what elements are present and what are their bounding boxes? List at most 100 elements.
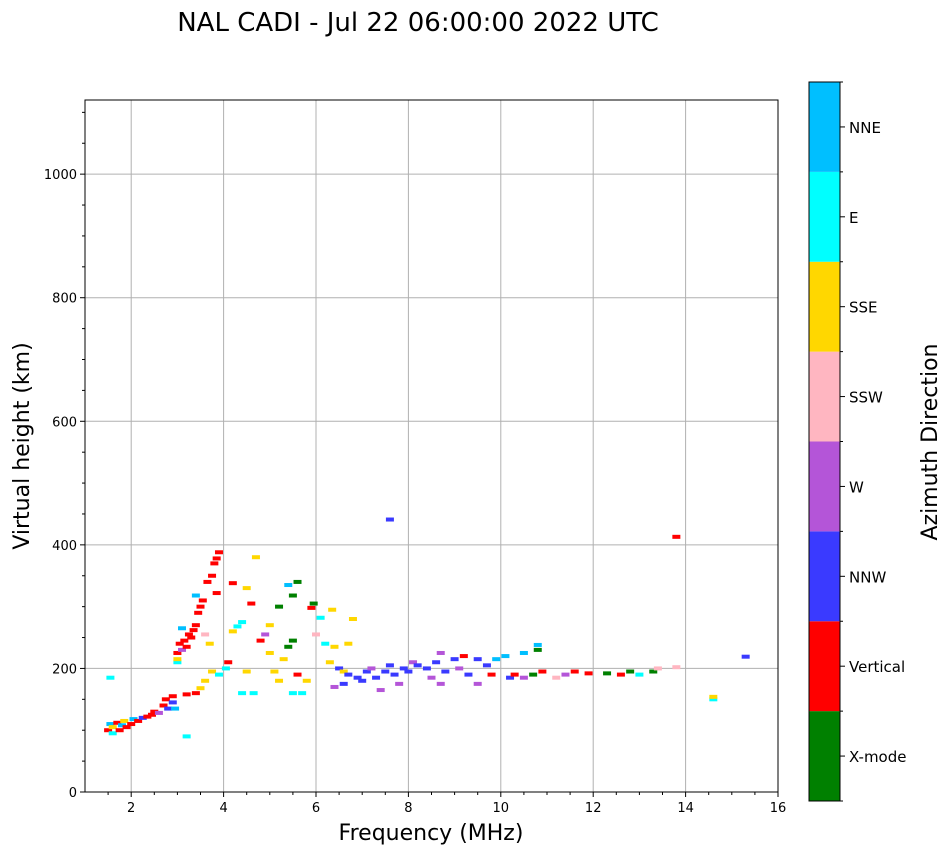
echo-point-vertical	[115, 728, 124, 733]
echo-point-nnw	[482, 663, 491, 668]
echo-point-e	[709, 697, 718, 702]
echo-point-vertical	[189, 628, 198, 633]
colorbar-label: Azimuth Direction	[918, 343, 943, 540]
echo-point-vertical	[584, 671, 593, 676]
echo-point-e	[221, 666, 230, 671]
echo-point-e	[238, 691, 247, 696]
colorbar-segment-w	[809, 441, 840, 532]
x-tick-label: 14	[677, 801, 694, 816]
echo-point-vertical	[184, 632, 193, 637]
echo-point-vertical	[307, 605, 316, 610]
echo-point-sse	[242, 669, 251, 674]
echo-point-nnw	[353, 675, 362, 680]
y-tick-label: 400	[52, 539, 77, 554]
echo-point-nnw	[335, 666, 344, 671]
echo-point-sse	[339, 669, 348, 674]
echo-point-e	[249, 691, 258, 696]
echo-point-vertical	[208, 573, 217, 578]
echo-point-nnw	[358, 678, 367, 683]
echo-point-sse	[201, 678, 210, 683]
x-axis-ticks: 2 4 6 8 10 12 14 16	[107, 792, 786, 816]
echo-point-x-mode	[275, 604, 284, 609]
echo-point-vertical	[182, 644, 191, 649]
echo-point-vertical	[187, 635, 196, 640]
colorbar: X-mode Vertical NNW W SSW SSE E NNE	[809, 81, 906, 802]
echo-point-x-mode	[533, 647, 542, 652]
echo-point-sse	[709, 694, 718, 699]
colorbar-segment-x-mode	[809, 711, 840, 801]
echo-point-x-mode	[309, 601, 318, 606]
echo-point-nne	[106, 722, 115, 727]
echo-point-sse	[251, 555, 260, 560]
echo-point-w	[367, 666, 376, 671]
echo-point-sse	[208, 669, 217, 674]
colorbar-tick-label: X-mode	[849, 748, 906, 766]
echo-point-nnw	[432, 660, 441, 665]
echo-point-vertical	[147, 712, 156, 717]
echo-point-vertical	[127, 722, 136, 727]
echo-point-vertical	[212, 591, 221, 596]
echo-point-x-mode	[288, 593, 297, 598]
data-points	[104, 517, 750, 739]
echo-point-w	[261, 632, 270, 637]
echo-point-w	[376, 688, 385, 693]
colorbar-segment-e	[809, 171, 840, 262]
echo-point-nnw	[413, 663, 422, 668]
echo-point-vertical	[194, 610, 203, 615]
echo-point-vertical	[113, 720, 122, 725]
echo-point-nne	[171, 706, 180, 711]
echo-point-x-mode	[284, 644, 293, 649]
echo-point-sse	[108, 725, 117, 730]
y-tick-label: 800	[52, 292, 77, 307]
echo-point-vertical	[191, 623, 200, 628]
echo-point-nne	[533, 642, 542, 647]
echo-point-vertical	[182, 692, 191, 697]
echo-point-vertical	[196, 604, 205, 609]
echo-point-nne	[129, 717, 138, 722]
echo-point-nnw	[344, 672, 353, 677]
echo-point-e	[288, 691, 297, 696]
echo-point-sse	[279, 657, 288, 662]
echo-point-vertical	[150, 709, 159, 714]
echo-point-nnw	[168, 700, 177, 705]
echo-point-sse	[344, 641, 353, 646]
echo-point-nne	[178, 626, 187, 631]
echo-point-e	[635, 672, 644, 677]
colorbar-tick-label: Vertical	[849, 658, 905, 676]
echo-point-w	[561, 672, 570, 677]
colorbar-segment-ssw	[809, 351, 840, 442]
colorbar-tick-label: W	[849, 478, 864, 496]
echo-point-vertical	[214, 550, 223, 555]
echo-point-w	[178, 647, 187, 652]
echo-point-e	[108, 731, 117, 736]
echo-point-vertical	[143, 714, 152, 719]
echo-point-w	[455, 666, 464, 671]
echo-point-nne	[501, 654, 510, 659]
echo-point-vertical	[161, 697, 170, 702]
echo-point-vertical	[616, 672, 625, 677]
echo-point-vertical	[510, 672, 519, 677]
echo-point-w	[519, 675, 528, 680]
echo-point-nnw	[164, 706, 173, 711]
echo-point-nnw	[404, 669, 413, 674]
echo-point-sse	[205, 641, 214, 646]
echo-point-w	[436, 681, 445, 686]
echo-point-x-mode	[288, 638, 297, 643]
echo-point-sse	[265, 650, 274, 655]
echo-point-vertical	[538, 669, 547, 674]
y-axis-label: Virtual height (km)	[10, 342, 35, 549]
echo-point-sse	[302, 678, 311, 683]
echo-point-nnw	[450, 657, 459, 662]
x-axis-label: Frequency (MHz)	[339, 821, 524, 846]
y-tick-label: 1000	[44, 168, 77, 183]
x-tick-label: 8	[404, 801, 412, 816]
echo-point-e	[233, 624, 242, 629]
echo-point-vertical	[175, 641, 184, 646]
echo-point-e	[321, 641, 330, 646]
echo-point-vertical	[191, 691, 200, 696]
echo-point-nnw	[372, 675, 381, 680]
echo-point-e	[182, 734, 191, 739]
echo-point-vertical	[203, 579, 212, 584]
y-axis-ticks: 0 200 400 600 800 1000	[44, 111, 85, 801]
